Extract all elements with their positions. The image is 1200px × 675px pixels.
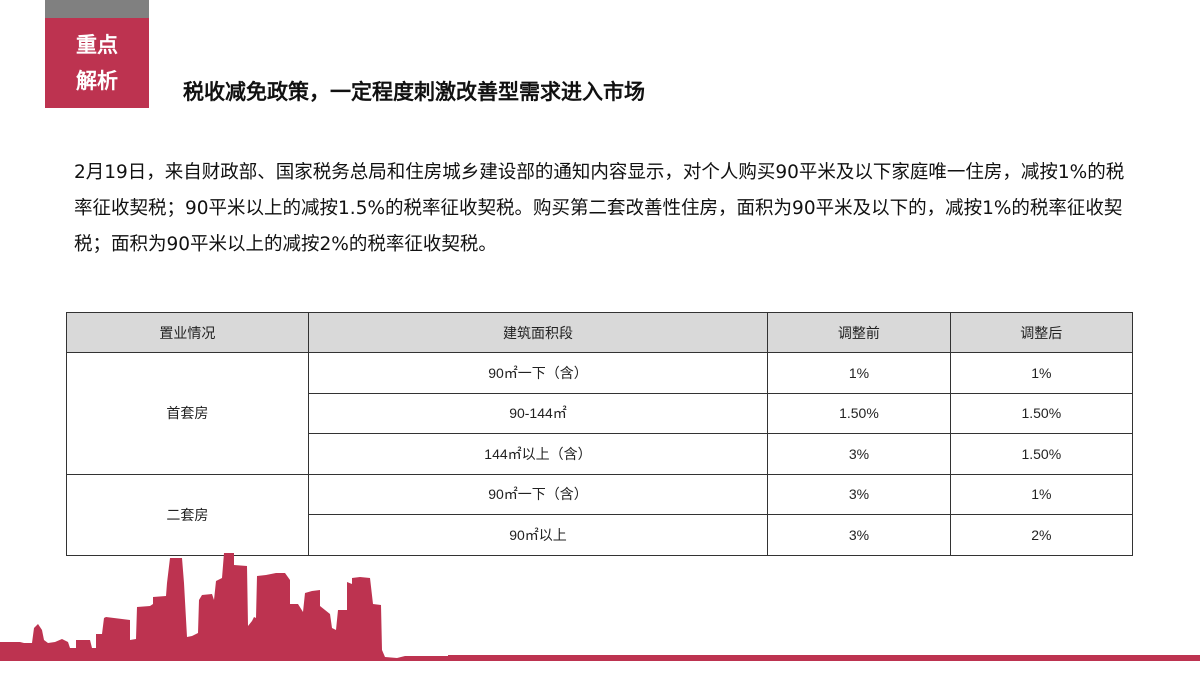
table-header-row: 置业情况 建筑面积段 调整前 调整后 [66,312,1134,353]
area-cell: 90㎡一下（含） [307,473,769,515]
group-label: 首套房 [66,352,309,475]
header-cell: 调整后 [949,312,1134,353]
after-cell: 1% [949,473,1134,515]
group-label: 二套房 [66,473,309,556]
section-badge: 重点 解析 [45,18,149,108]
table-row: 144㎡以上（含） 3% 1.50% [67,433,1134,475]
before-cell: 3% [767,514,951,556]
tax-rate-table: 置业情况 建筑面积段 调整前 调整后 首套房 90㎡一下（含） 1% 1% 90… [66,312,1134,556]
before-cell: 3% [767,473,951,515]
body-paragraph: 2月19日，来自财政部、国家税务总局和住房城乡建设部的通知内容显示，对个人购买9… [74,162,1125,255]
area-cell: 90㎡一下（含） [307,352,769,394]
before-cell: 1.50% [767,392,951,434]
before-cell: 1% [767,352,951,394]
badge-top-bar [45,0,149,18]
table-row: 二套房 90㎡一下（含） 3% 1% [66,473,1134,556]
table-row: 90㎡以上 3% 2% [67,514,1134,556]
after-cell: 1% [949,352,1134,394]
area-cell: 90-144㎡ [307,392,769,434]
header-cell: 建筑面积段 [307,312,769,353]
badge-line-1: 重点 [76,33,118,57]
header-cell: 置业情况 [66,312,309,353]
table-row: 首套房 90㎡一下（含） 1% 1% [66,352,1134,475]
header-cell: 调整前 [767,312,951,353]
table-row: 90-144㎡ 1.50% 1.50% [67,392,1134,434]
after-cell: 1.50% [949,392,1134,434]
page-title: 税收减免政策，一定程度刺激改善型需求进入市场 [183,80,645,104]
area-cell: 90㎡以上 [307,514,769,556]
skyline-shape [0,553,1200,661]
after-cell: 2% [949,514,1134,556]
badge-line-2: 解析 [76,69,118,93]
